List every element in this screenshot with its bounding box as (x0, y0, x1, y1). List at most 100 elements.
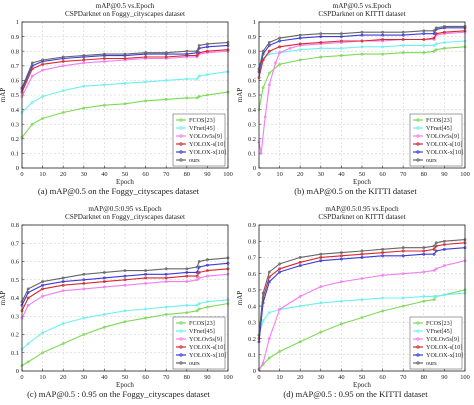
chart-a-legend-marker (179, 134, 183, 138)
chart-d-data-point (298, 340, 302, 344)
chart-c-data-point (123, 274, 127, 278)
chart-d-data-point (442, 243, 446, 246)
chart-d-xtick-label: 80 (421, 374, 427, 381)
chart-b-data-point (442, 41, 446, 44)
chart-a-data-point (103, 103, 106, 107)
chart-a-data-point (195, 96, 199, 100)
chart-a-legend (172, 113, 226, 167)
chart-a-xtick-label: 50 (122, 171, 128, 178)
chart-b-ytick-label: 0.4 (248, 107, 257, 114)
chart-c-legend-label: FCOS[23] (189, 320, 215, 327)
chart-d-data-point (401, 249, 405, 253)
chart-c-data-point (195, 271, 199, 274)
chart-a-xtick-label: 70 (163, 171, 169, 178)
chart-d-data-point (432, 244, 436, 248)
chart-c-ytick-label: 0.8 (11, 222, 19, 229)
chart-d-data-point (442, 239, 446, 243)
chart-a-data-point (41, 95, 45, 98)
chart-b-data-point (267, 71, 271, 75)
chart-a-ytick-label: 0.2 (11, 136, 19, 143)
chart-c-data-point (205, 258, 209, 262)
chart-b-series-line (258, 40, 466, 72)
chart-d-legend-label: VFnet[45] (426, 328, 452, 335)
chart-c-data-point (205, 263, 209, 267)
chart-d-xtick-label: 30 (318, 374, 324, 381)
chart-d-data-point (442, 247, 446, 251)
chart-c-data-point (26, 303, 30, 307)
chart-d-data-point (340, 251, 343, 254)
chart-b-xtick-label: 20 (297, 171, 303, 178)
chart-a-xtick-label: 60 (142, 171, 148, 178)
chart-c-data-point (26, 287, 30, 291)
chart-a-subtitle: CSPDarknet on Foggy_cityscapes dataset (65, 10, 185, 18)
chart-b-legend-label: YOLOv5s[9] (426, 133, 459, 140)
chart-a-data-point (185, 52, 189, 56)
chart-a-data-point (164, 51, 168, 55)
chart-b-data-point (360, 45, 364, 49)
chart-c-title: mAP@0.5:0.95 vs.Epoch (88, 205, 162, 213)
chart-a-data-point (144, 51, 148, 55)
chart-c-legend-marker (179, 353, 183, 357)
chart-d-data-point (261, 291, 265, 295)
chart-d-legend-marker (416, 337, 420, 341)
chart-c-data-point (26, 360, 30, 364)
chart-a-data-point (144, 55, 148, 59)
chart-b-data-point (298, 58, 302, 62)
chart-d-legend-label: FCOS[23] (426, 320, 452, 327)
chart-b-data-point (263, 115, 267, 119)
chart-d-data-point (381, 296, 385, 300)
chart-b-xtick-label: 80 (421, 171, 427, 178)
chart-a-data-point (195, 77, 199, 81)
chart-c-data-point (195, 274, 199, 278)
chart-panel-b: mAP@0.5 vs.Epoch CSPDarknet on KITTI data… (236, 0, 474, 202)
chart-d-data-point (434, 294, 438, 298)
chart-d-ytick-label: 0.3 (248, 320, 256, 327)
chart-a-data-point (205, 45, 209, 49)
chart-c-ytick-label: 0.2 (11, 332, 19, 339)
chart-d-data-point (422, 299, 426, 303)
chart-d-legend-marker (416, 345, 420, 349)
chart-a-data-point (185, 77, 189, 81)
chart-c-data-point (103, 271, 106, 274)
chart-b-xtick-label: 30 (318, 171, 324, 178)
chart-b-xtick-label: 70 (400, 171, 406, 178)
chart-b-xtick-label: 100 (460, 171, 470, 178)
caption-b: (b) mAP@0.5 on the KITTI dataset (294, 186, 417, 196)
chart-c-data-point (164, 272, 168, 276)
chart-b-data-point (319, 35, 323, 39)
chart-d-data-point (434, 249, 438, 253)
chart-d-data-point (434, 241, 438, 245)
chart-d-legend-marker (416, 353, 420, 357)
chart-d-data-point (381, 254, 385, 258)
chart-a-data-point (82, 84, 86, 88)
chart-c-ytick-label: 0.3 (11, 313, 19, 320)
chart-d-xtick-label: 60 (379, 374, 385, 381)
chart-d-data-point (401, 254, 405, 258)
chart-d-data-point (360, 316, 364, 319)
chart-b-data-point (401, 30, 405, 34)
chart-c-data-point (41, 287, 45, 291)
chart-b-ytick-label: 0.6 (248, 78, 256, 85)
chart-c-legend-marker (179, 345, 183, 349)
chart-c-xtick-label: 40 (101, 374, 107, 381)
chart-c-data-point (144, 269, 148, 273)
chart-d-data-point (360, 249, 364, 253)
chart-c-data-point (164, 267, 168, 271)
chart-c-legend-marker (179, 321, 183, 325)
chart-c-data-point (103, 285, 106, 289)
chart-b-series-line (258, 46, 466, 110)
chart-a-xlabel: Epoch (116, 178, 134, 186)
chart-b-data-point (401, 43, 405, 47)
chart-b-xtick-label: 0 (257, 171, 260, 178)
chart-c-data-point (197, 307, 201, 311)
chart-d-data-point (422, 270, 426, 274)
chart-c-data-point (164, 276, 168, 280)
chart-a-data-point (30, 61, 34, 65)
chart-c-data-point (26, 291, 30, 294)
chart-a-data-point (41, 62, 45, 66)
chart-d-data-point (401, 296, 405, 300)
chart-d-title: mAP@0.5:0.95 vs.Epoch (325, 205, 399, 213)
chart-d-ytick-label: 0.6 (248, 271, 256, 278)
